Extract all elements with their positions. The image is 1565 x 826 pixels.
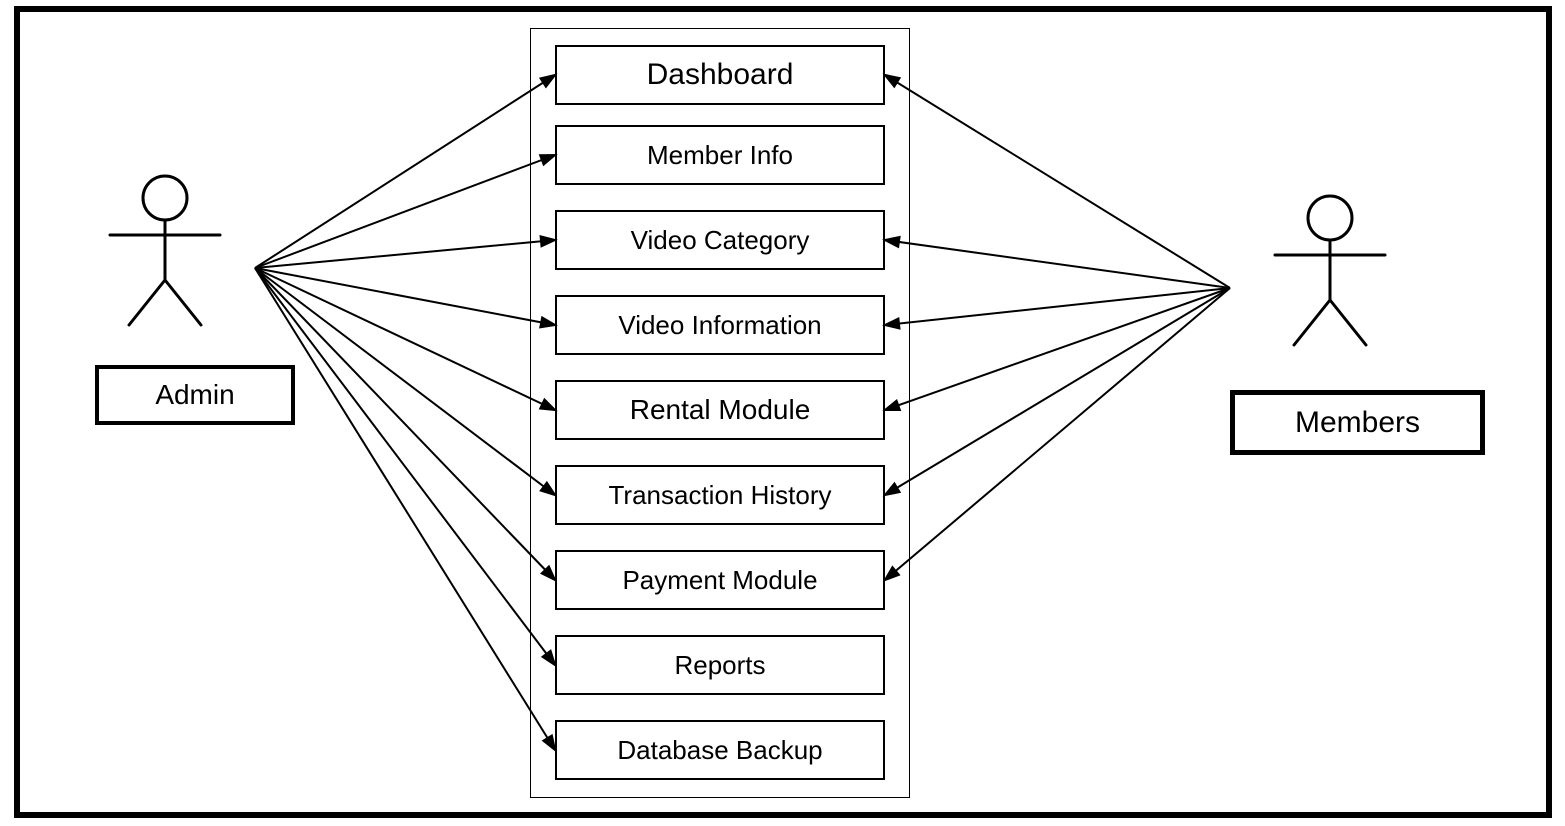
usecase-dashboard: Dashboard (555, 45, 885, 105)
actor-label-text: Members (1295, 406, 1420, 440)
diagram-canvas: Dashboard Member Info Video Category Video … (0, 0, 1565, 826)
usecase-member-info: Member Info (555, 125, 885, 185)
usecase-video-category: Video Category (555, 210, 885, 270)
usecase-label: Video Information (618, 310, 821, 341)
usecase-label: Transaction History (609, 480, 832, 511)
usecase-label: Dashboard (647, 58, 794, 92)
actor-label-text: Admin (155, 379, 234, 411)
usecase-payment-module: Payment Module (555, 550, 885, 610)
usecase-label: Payment Module (622, 565, 817, 596)
usecase-reports: Reports (555, 635, 885, 695)
actor-label-members: Members (1230, 390, 1485, 455)
usecase-label: Video Category (631, 225, 810, 256)
usecase-database-backup: Database Backup (555, 720, 885, 780)
usecase-video-information: Video Information (555, 295, 885, 355)
usecase-transaction-history: Transaction History (555, 465, 885, 525)
usecase-label: Rental Module (630, 394, 811, 426)
actor-label-admin: Admin (95, 365, 295, 425)
usecase-rental-module: Rental Module (555, 380, 885, 440)
usecase-label: Database Backup (617, 735, 822, 766)
usecase-label: Reports (674, 650, 765, 681)
usecase-label: Member Info (647, 140, 793, 171)
